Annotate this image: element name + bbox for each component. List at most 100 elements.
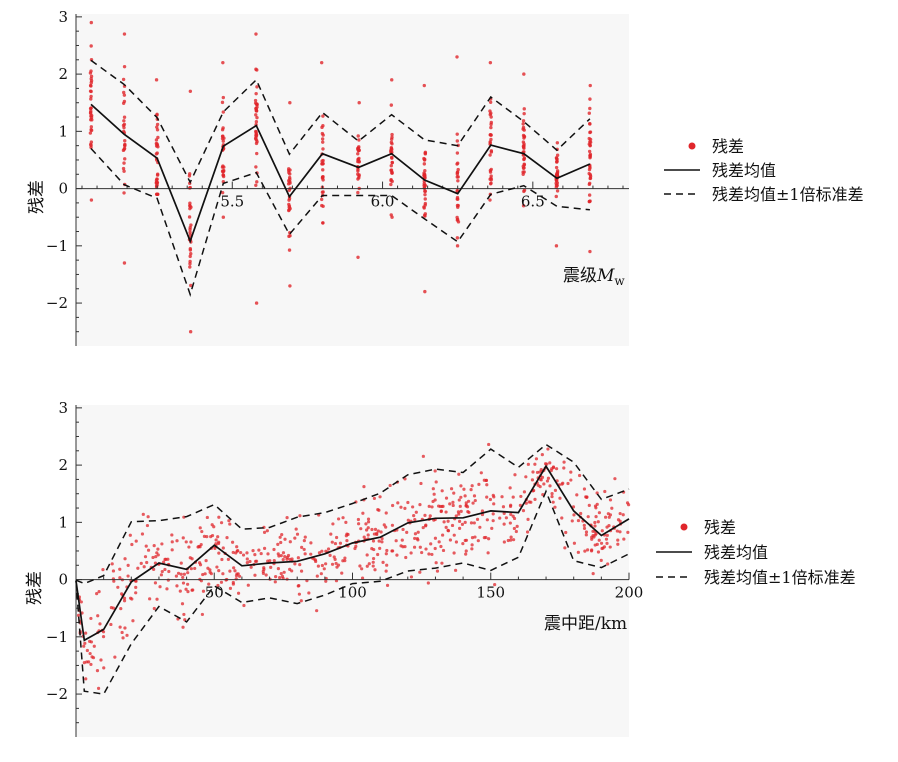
residual-point: [187, 172, 192, 176]
residual-point: [603, 489, 607, 494]
residual-point: [165, 587, 169, 591]
residual-point: [585, 495, 589, 499]
residual-point: [332, 555, 336, 559]
residual-point: [205, 535, 209, 539]
residual-point: [221, 572, 225, 576]
residual-point: [272, 558, 276, 563]
residual-point: [409, 575, 414, 579]
residual-point: [126, 574, 130, 578]
residual-point: [197, 544, 201, 549]
x-tick-label: 100: [338, 584, 367, 602]
residual-point: [502, 540, 506, 544]
residual-point: [587, 171, 591, 176]
residual-point: [179, 572, 183, 576]
residual-point: [548, 461, 552, 465]
residual-point: [302, 547, 306, 552]
residual-point: [564, 530, 568, 535]
residual-point: [290, 569, 294, 573]
residual-point: [279, 571, 283, 576]
residual-point: [251, 549, 255, 553]
residual-point: [293, 536, 297, 540]
residual-point: [508, 486, 512, 490]
residual-point: [142, 565, 146, 569]
residual-point: [156, 135, 160, 140]
residual-point: [587, 503, 591, 507]
y-tick-label: 2: [58, 65, 68, 83]
residual-point: [576, 550, 580, 554]
residual-point: [83, 641, 87, 645]
residual-point: [423, 189, 428, 194]
residual-point: [111, 569, 116, 573]
residual-point: [287, 205, 291, 210]
residual-point: [533, 462, 537, 466]
residual-point: [476, 539, 480, 543]
residual-point: [461, 542, 465, 546]
residual-point: [321, 140, 325, 144]
residual-point: [571, 505, 576, 509]
residual-point: [519, 494, 523, 499]
magnitude-y-axis-label: 残差: [27, 180, 47, 214]
residual-point: [302, 539, 306, 543]
residual-point: [278, 535, 282, 539]
residual-point: [430, 505, 434, 509]
residual-point: [551, 500, 555, 504]
residual-point: [125, 633, 129, 637]
residual-point: [285, 516, 289, 520]
residual-point: [254, 32, 258, 36]
residual-point: [144, 544, 148, 548]
residual-point: [608, 545, 612, 549]
residual-point: [555, 159, 559, 164]
residual-point: [294, 527, 298, 531]
residual-point: [134, 585, 138, 589]
residual-point: [321, 114, 325, 118]
residual-point: [182, 612, 186, 617]
residual-point: [154, 138, 159, 142]
residual-point: [217, 551, 221, 555]
residual-point: [466, 509, 470, 514]
residual-point: [181, 581, 186, 585]
residual-point: [399, 505, 403, 509]
residual-point: [113, 655, 117, 659]
residual-point: [331, 522, 335, 526]
residual-point: [181, 625, 185, 629]
residual-point: [458, 504, 462, 508]
residual-point: [413, 518, 417, 522]
residual-point: [199, 542, 203, 547]
residual-point: [268, 559, 272, 563]
residual-point: [444, 496, 449, 500]
residual-point: [287, 170, 291, 175]
residual-point: [154, 555, 158, 559]
residual-point: [522, 157, 526, 161]
residual-point: [588, 83, 592, 88]
residual-point: [220, 100, 225, 105]
residual-point: [452, 533, 456, 537]
magnitude-legend-mean-label: 残差均值: [712, 161, 776, 180]
residual-point: [145, 523, 150, 528]
residual-point: [593, 520, 597, 525]
residual-point: [560, 516, 564, 520]
residual-point: [455, 161, 460, 165]
residual-point: [324, 562, 328, 566]
residual-point: [188, 265, 192, 269]
residual-point: [577, 473, 582, 478]
mean-plus-std-line: [75, 443, 630, 585]
residual-point: [522, 72, 526, 76]
distance-panel: −2 −1 0 1 2 3 50 100 150 200 残差 震中距/km: [25, 399, 643, 737]
residual-point: [442, 520, 446, 524]
residual-point: [202, 534, 207, 538]
residual-point: [89, 106, 93, 110]
residual-point: [424, 524, 428, 528]
residual-point: [146, 515, 150, 519]
residual-point: [122, 596, 127, 600]
residual-point: [356, 190, 360, 195]
residual-point: [569, 470, 573, 474]
residual-point: [254, 108, 259, 113]
residual-point: [371, 560, 375, 564]
residual-point: [551, 465, 556, 469]
residual-point: [189, 567, 193, 571]
residual-point: [200, 612, 205, 617]
residual-point: [378, 546, 382, 550]
residual-point: [122, 122, 127, 127]
residual-point: [155, 192, 159, 197]
residual-point: [122, 599, 127, 603]
